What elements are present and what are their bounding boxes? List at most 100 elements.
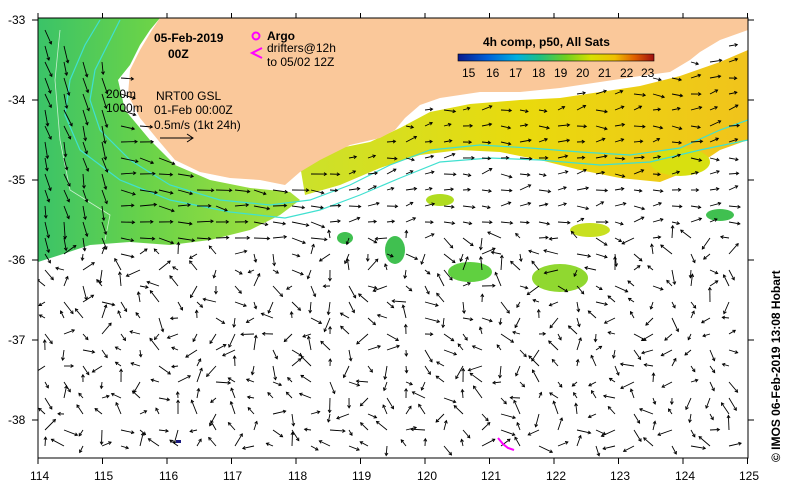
current-arrow [63, 276, 69, 287]
current-arrow-head [420, 386, 425, 391]
current-arrow [595, 138, 605, 143]
current-arrow [177, 204, 191, 207]
current-arrow-head [46, 249, 51, 254]
current-arrow-head [355, 379, 360, 384]
current-arrow-head [115, 401, 119, 406]
current-arrow-head [194, 309, 199, 314]
current-arrow-head [117, 310, 121, 314]
current-arrow [652, 173, 661, 175]
current-arrow [405, 365, 408, 373]
argo-legend-label: Argo [267, 29, 295, 43]
current-arrow [346, 258, 350, 271]
current-arrow-head [103, 231, 108, 236]
current-arrow-head [619, 362, 624, 367]
current-arrow-head [84, 336, 89, 341]
current-arrow-head [303, 427, 308, 432]
current-arrow-head [657, 77, 662, 82]
current-arrow [190, 285, 198, 298]
current-arrow-head [603, 154, 608, 159]
current-arrow [101, 157, 108, 173]
current-arrow-head [145, 285, 149, 289]
current-arrow-head [238, 290, 242, 294]
current-arrow [424, 155, 434, 159]
current-arrow [310, 237, 327, 241]
current-arrow [557, 203, 567, 207]
current-arrow [373, 285, 388, 292]
current-arrow-head [718, 58, 723, 63]
current-arrow-head [225, 219, 230, 224]
drifter-marker [176, 440, 181, 443]
current-arrow [120, 253, 134, 258]
current-arrow [63, 429, 78, 436]
current-arrow-head [700, 319, 705, 324]
current-arrow [44, 109, 49, 126]
current-arrow [519, 202, 531, 207]
current-arrow [591, 390, 597, 399]
current-arrow-head [465, 256, 469, 260]
current-arrow [709, 188, 719, 191]
current-arrow-head [690, 273, 695, 278]
current-arrow [405, 230, 407, 239]
current-arrow [358, 293, 369, 303]
current-arrow [63, 301, 74, 314]
current-arrow [723, 301, 730, 314]
current-arrow-head [548, 302, 553, 307]
current-arrow-head [711, 357, 716, 362]
colorbar-tick: 23 [641, 66, 655, 80]
current-arrow [92, 365, 103, 373]
current-arrow [300, 375, 312, 383]
current-arrow-head [677, 187, 682, 192]
current-arrow [690, 445, 706, 449]
current-arrow [63, 157, 68, 170]
current-arrow [44, 61, 53, 77]
current-arrow [538, 138, 548, 143]
current-arrow [189, 253, 198, 259]
current-arrow-head [566, 123, 571, 127]
current-arrow [320, 340, 331, 351]
current-arrow-head [668, 408, 672, 413]
colorbar-ticks: 15 16 17 18 19 20 21 22 23 [462, 66, 655, 80]
current-arrow-head [581, 139, 586, 144]
current-arrow-head [469, 242, 474, 247]
current-arrow-head [487, 156, 492, 161]
current-arrow-head [395, 337, 400, 341]
current-arrow-head [391, 299, 396, 303]
current-arrow-head [46, 234, 51, 239]
current-arrow [443, 420, 447, 431]
current-arrow [671, 154, 681, 159]
current-arrow-head [494, 271, 499, 276]
current-arrow [149, 338, 160, 351]
current-arrow [203, 298, 217, 303]
current-arrow-head [638, 438, 642, 442]
current-arrow-head [620, 138, 625, 142]
current-arrow [82, 141, 88, 154]
current-arrow [234, 355, 236, 367]
current-arrow [196, 368, 203, 383]
current-arrow [82, 125, 87, 141]
current-arrow-head [650, 243, 654, 248]
current-arrow-head [283, 203, 288, 208]
current-arrow-head [621, 122, 626, 127]
current-arrow-head [404, 387, 408, 392]
current-arrow [557, 106, 565, 111]
current-arrow [728, 124, 740, 127]
current-arrow-head [44, 167, 49, 172]
current-arrow-head [389, 253, 394, 258]
current-arrow [44, 125, 52, 140]
current-arrow [500, 413, 516, 419]
current-arrow-head [82, 185, 86, 189]
current-arrow [319, 253, 331, 262]
current-arrow-head [719, 235, 724, 240]
current-arrow-head [571, 383, 576, 387]
current-arrow-head [60, 357, 65, 361]
current-arrow-head [150, 139, 155, 144]
current-arrow-head [169, 172, 174, 177]
current-arrow [272, 205, 287, 207]
current-arrow-head [656, 137, 661, 142]
current-arrow-head [48, 406, 53, 410]
current-arrow-head [227, 421, 232, 426]
current-arrow-head [321, 224, 326, 229]
current-arrow [492, 381, 502, 384]
current-arrow-head [526, 291, 531, 296]
current-arrow [215, 317, 225, 324]
